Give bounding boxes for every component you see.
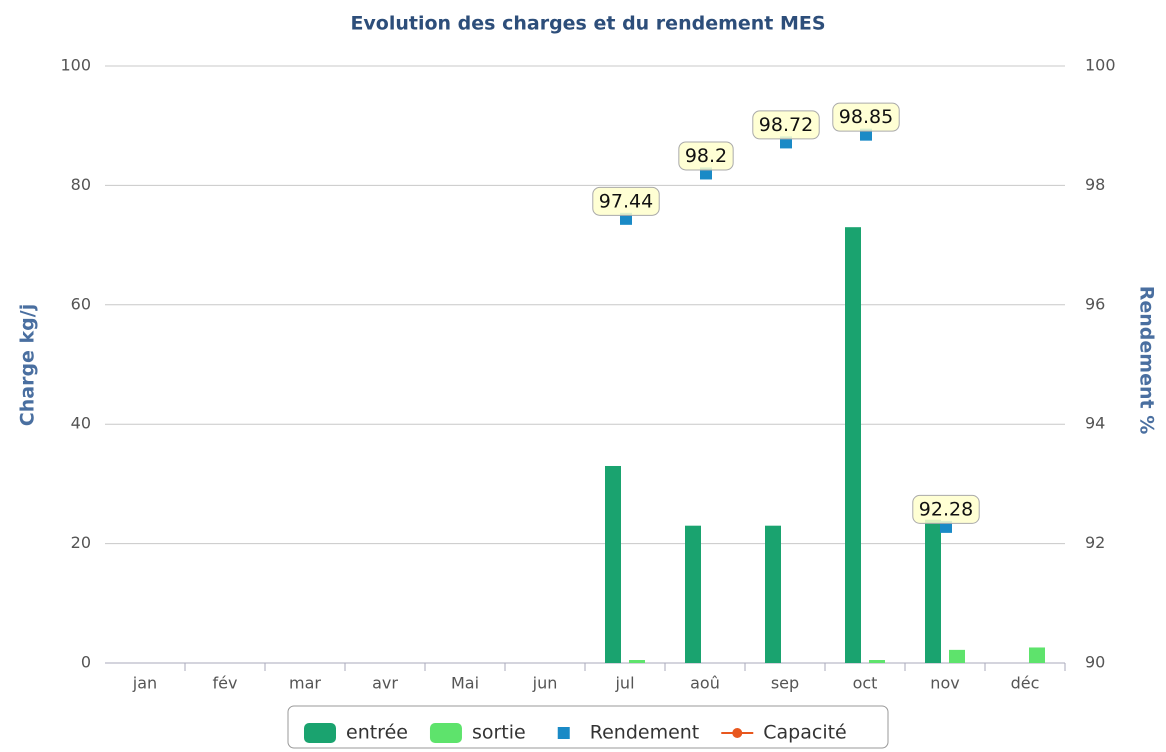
- x-tick-label: mar: [289, 674, 321, 693]
- x-tick-label: aoû: [690, 674, 720, 693]
- y2-tick-label: 98: [1085, 175, 1105, 194]
- bar: [605, 465, 621, 663]
- y-tick-label: 20: [71, 533, 91, 552]
- bar: [1029, 647, 1045, 663]
- y-axis-title: Charge kg/j: [17, 304, 39, 426]
- data-label: 98.2: [685, 145, 727, 167]
- data-label-box: [678, 141, 734, 171]
- y-tick-label: 80: [71, 175, 91, 194]
- bar: [845, 227, 861, 663]
- x-tick-label: jan: [132, 674, 157, 693]
- legend-label[interactable]: Rendement: [590, 722, 700, 744]
- data-label: 98.85: [839, 106, 893, 128]
- x-tick-label: Mai: [451, 674, 479, 693]
- bar: [869, 660, 885, 663]
- data-label: 92.28: [919, 498, 973, 520]
- legend-swatch[interactable]: [304, 723, 336, 743]
- legend-label[interactable]: sortie: [472, 722, 526, 744]
- legend-swatch[interactable]: [557, 727, 570, 739]
- y2-tick-label: 94: [1085, 414, 1105, 433]
- x-tick-label: nov: [930, 674, 959, 693]
- data-label: 98.72: [759, 114, 813, 136]
- bar: [949, 649, 965, 663]
- x-tick-label: sep: [771, 674, 799, 693]
- y-tick-label: 100: [60, 56, 91, 75]
- x-tick-label: jun: [532, 674, 558, 693]
- x-tick-label: jul: [614, 674, 634, 693]
- bar: [685, 525, 701, 663]
- data-label-box: [752, 110, 820, 140]
- bar: [925, 519, 941, 663]
- y2-tick-label: 100: [1085, 56, 1116, 75]
- data-label-box: [912, 494, 980, 524]
- bar: [765, 525, 781, 663]
- data-label-box: [832, 102, 900, 132]
- y2-axis-title: Rendement %: [1136, 286, 1158, 434]
- data-label-box: [592, 186, 660, 216]
- x-tick-label: oct: [853, 674, 878, 693]
- legend-label[interactable]: entrée: [346, 722, 408, 744]
- y2-tick-label: 92: [1085, 533, 1105, 552]
- x-tick-label: fév: [213, 674, 238, 693]
- y-tick-label: 0: [81, 653, 91, 672]
- y-tick-label: 60: [71, 294, 91, 313]
- chart-title: Evolution des charges et du rendement ME…: [350, 13, 825, 35]
- legend-label[interactable]: Capacité: [763, 722, 846, 744]
- y2-tick-label: 90: [1085, 653, 1105, 672]
- x-tick-label: déc: [1011, 674, 1040, 693]
- y-tick-label: 40: [71, 414, 91, 433]
- legend-swatch[interactable]: [732, 728, 743, 738]
- y2-tick-label: 96: [1085, 294, 1105, 313]
- bar: [629, 660, 645, 663]
- x-tick-label: avr: [372, 674, 398, 693]
- legend-swatch[interactable]: [429, 723, 462, 743]
- data-label: 97.44: [599, 190, 653, 212]
